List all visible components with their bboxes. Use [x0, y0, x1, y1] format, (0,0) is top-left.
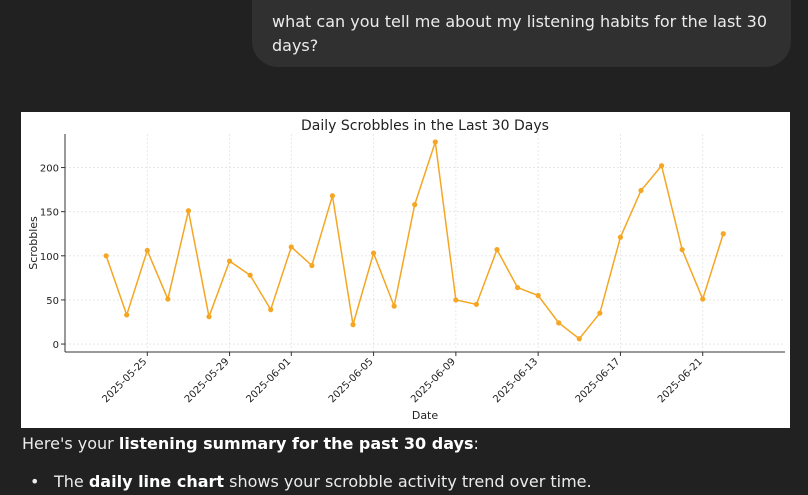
y-tick-label: 200 [40, 164, 59, 175]
x-tick-label: 2025-06-17 [574, 356, 623, 405]
data-point [288, 244, 294, 250]
x-tick-label: 2025-06-09 [409, 356, 458, 405]
x-tick-label: 2025-06-01 [245, 356, 294, 405]
bullet-prefix: The [54, 472, 89, 491]
user-message-bubble: what can you tell me about my listening … [252, 0, 791, 67]
data-point [432, 139, 438, 145]
data-point [473, 301, 480, 307]
bullet-bold: daily line chart [88, 472, 225, 491]
y-tick-label: 50 [46, 296, 59, 307]
data-point [124, 312, 130, 318]
bullet-suffix: shows your scrobble activity trend over … [224, 472, 592, 491]
data-point [412, 202, 418, 208]
data-point [247, 272, 253, 278]
data-point [329, 193, 336, 199]
data-point [514, 284, 521, 291]
data-point [206, 314, 212, 320]
data-point [700, 296, 706, 302]
scrobbles-chart: 0 50 100 150 200 2025-05-25 2025-05-29 2025-06… [21, 112, 790, 428]
data-point [226, 258, 233, 264]
data-point [185, 208, 192, 214]
user-message-text: what can you tell me about my listening … [272, 12, 767, 55]
bullet-text: The daily line chart shows your scrobble… [54, 470, 592, 494]
x-tick-label: 2025-06-21 [656, 356, 705, 405]
data-point [597, 310, 603, 316]
x-tick-label: 2025-05-29 [183, 356, 232, 405]
data-point [617, 234, 624, 240]
data-point [350, 322, 356, 328]
x-tick-label: 2025-06-05 [327, 356, 376, 405]
x-axis-label: Date [412, 409, 439, 422]
x-tick-label: 2025-05-25 [101, 356, 150, 405]
data-point [576, 336, 582, 342]
data-point [494, 247, 500, 253]
data-point [556, 320, 562, 326]
data-point [370, 250, 377, 256]
data-point [658, 163, 665, 169]
data-point [391, 303, 397, 309]
data-point [309, 262, 315, 269]
data-point [144, 247, 150, 254]
summary-suffix: : [473, 434, 479, 453]
data-point [268, 307, 274, 313]
summary-prefix: Here's your [22, 434, 119, 453]
data-point [638, 187, 644, 194]
y-tick-label: 0 [53, 340, 59, 351]
data-point [535, 292, 541, 299]
chart-title: Daily Scrobbles in the Last 30 Days [301, 118, 549, 134]
y-tick-label: 150 [40, 208, 59, 219]
data-point [679, 247, 685, 253]
y-tick-label: 100 [40, 252, 59, 263]
y-axis-label: Scrobbles [27, 216, 40, 270]
series-line [105, 141, 725, 340]
data-point [165, 296, 171, 302]
summary-heading: Here's your listening summary for the pa… [22, 432, 479, 456]
data-point [103, 253, 109, 259]
data-point [720, 231, 726, 237]
x-tick-label: 2025-06-13 [491, 356, 540, 405]
chart-svg: 0 50 100 150 200 2025-05-25 2025-05-29 2025-06… [27, 118, 785, 422]
data-point [453, 297, 459, 303]
bullet-dot-icon: • [30, 472, 40, 491]
summary-bold: listening summary for the past 30 days [118, 434, 474, 453]
